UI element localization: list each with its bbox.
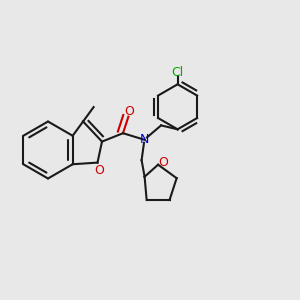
Text: Cl: Cl (172, 66, 184, 79)
Text: O: O (125, 105, 134, 119)
Text: N: N (140, 133, 149, 146)
Text: O: O (159, 156, 168, 169)
Text: O: O (94, 164, 104, 177)
